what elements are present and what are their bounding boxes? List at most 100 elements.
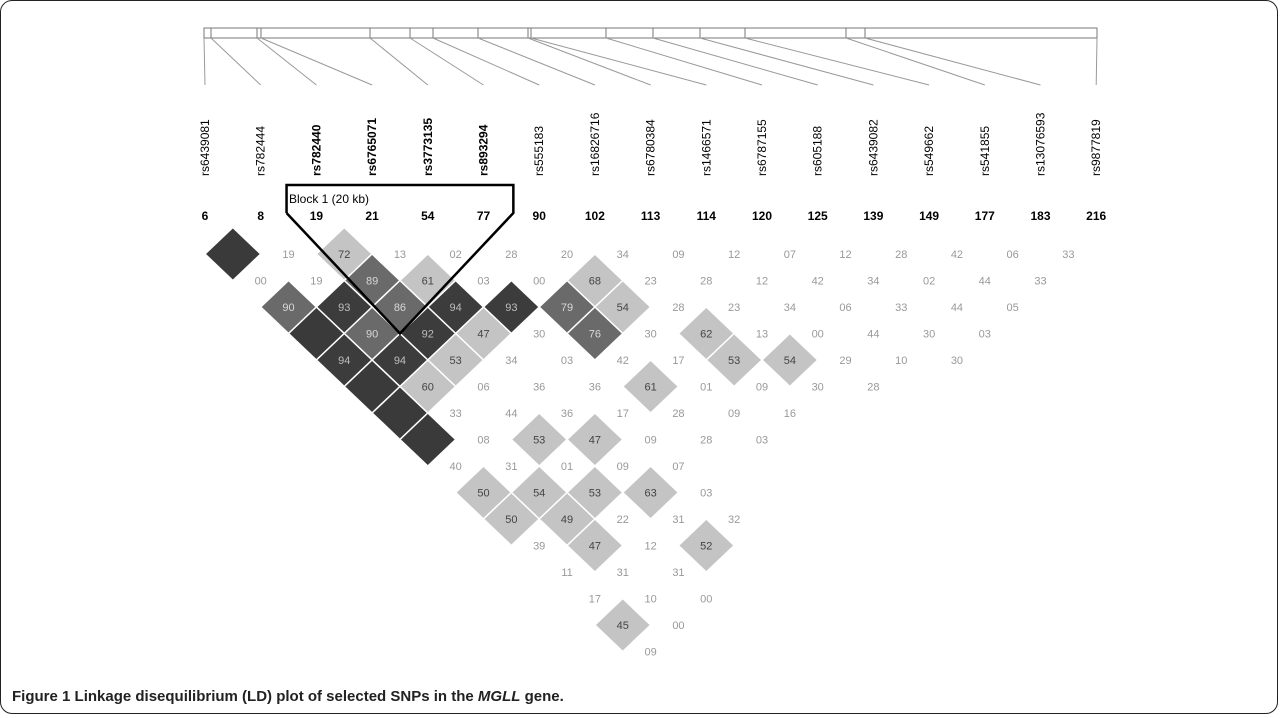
- ld-cell-11-16-value: 10: [895, 355, 907, 367]
- ld-cell-11-15-value: 44: [867, 329, 879, 341]
- haplotype-block-1: Block 1 (20 kb): [285, 183, 515, 336]
- ld-cell-8-10-value: 23: [644, 276, 656, 288]
- ld-cell-4-14-value: 63: [644, 488, 656, 500]
- snp-connector-line: [260, 37, 373, 86]
- snp-name-rs541855: rs541855: [978, 126, 992, 176]
- ld-cell-3-17-value: 00: [700, 594, 712, 606]
- ld-cell-10-12-value: 12: [756, 276, 768, 288]
- ld-cell-2-4-value: 19: [310, 276, 322, 288]
- ld-cell-6-14-value: 28: [700, 435, 712, 447]
- ld-cell-1-12: [482, 491, 541, 547]
- ld-cell-5-15-value: 03: [700, 488, 712, 500]
- ld-cell-4-7-value: 94: [450, 302, 462, 314]
- snp-name-rs13076593: rs13076593: [1034, 112, 1048, 176]
- figure-caption: Figure 1 Linkage disequilibrium (LD) plo…: [12, 688, 564, 705]
- ld-cell-7-15-value: 03: [756, 435, 768, 447]
- ld-cell-2-9-value: 33: [450, 408, 462, 420]
- ld-cell-3-12-value: 01: [561, 461, 573, 473]
- ld-cell-15-17-value: 33: [1034, 276, 1046, 288]
- snp-connector-line: [699, 37, 874, 86]
- ld-cell-2-7-value: 94: [394, 355, 406, 367]
- ld-cell-2-14: [565, 517, 624, 574]
- ld-cell-8-11-value: 28: [672, 302, 684, 314]
- ld-cell-11-13-value: 42: [812, 276, 824, 288]
- snp-position-6: 77: [477, 209, 491, 223]
- ld-cell-3-16-value: 31: [672, 567, 684, 579]
- ld-cell-5-9-value: 30: [533, 329, 545, 341]
- ld-cell-2-16-value: 10: [644, 594, 656, 606]
- snp-position-11: 120: [752, 209, 772, 223]
- ld-cell-3-6-value: 86: [394, 302, 406, 314]
- snp-position-14: 149: [919, 209, 939, 223]
- snp-position-17: 216: [1086, 209, 1106, 223]
- ld-cell-5-8-value: 93: [505, 302, 517, 314]
- ld-cell-8-12-value: 62: [700, 329, 712, 341]
- snp-connector-line: [369, 37, 429, 86]
- ld-cell-6-10-value: 76: [589, 329, 601, 341]
- ld-cell-15-16-value: 06: [1007, 249, 1019, 261]
- snp-name-rs16826716: rs16826716: [588, 112, 602, 176]
- ld-cell-13-15-value: 02: [923, 276, 935, 288]
- ld-cell-7-14-value: 09: [728, 408, 740, 420]
- snp-connector-line: [210, 37, 262, 86]
- ld-cell-1-10-value: 40: [450, 461, 462, 473]
- snp-name-rs782440: rs782440: [309, 124, 323, 176]
- snp-name-rs6439082: rs6439082: [866, 119, 880, 176]
- ld-cell-7-13-value: 01: [700, 382, 712, 394]
- ld-cell-12-16-value: 30: [923, 329, 935, 341]
- ld-cell-2-12-value: 54: [533, 488, 545, 500]
- ld-cell-3-14-value: 22: [617, 514, 629, 526]
- snp-connector-line: [203, 37, 206, 86]
- ld-cell-5-11-value: 36: [589, 382, 601, 394]
- ld-cell-12-13-value: 12: [839, 249, 851, 261]
- snp-position-3: 19: [310, 209, 324, 223]
- snp-connector-line: [256, 37, 317, 86]
- snp-name-rs6780384: rs6780384: [644, 119, 658, 176]
- ld-cell-2-8-value: 60: [422, 382, 434, 394]
- ld-cell-12-14-value: 34: [867, 276, 879, 288]
- ld-cell-6-10: [565, 305, 624, 362]
- ld-cell-2-5-value: 93: [338, 302, 350, 314]
- ld-cell-6-11-value: 42: [617, 355, 629, 367]
- ld-cell-8-13-value: 53: [728, 355, 740, 367]
- ld-cell-5-16-value: 32: [728, 514, 740, 526]
- ld-cell-1-14-value: 11: [561, 567, 572, 579]
- ld-cell-3-9-value: 06: [477, 382, 489, 394]
- ld-cell-4-13-value: 09: [617, 461, 629, 473]
- ld-cell-1-6-value: 94: [338, 355, 350, 367]
- ld-cell-3-11-value: 53: [533, 435, 545, 447]
- ld-cell-5-13-value: 09: [644, 435, 656, 447]
- snp-position-13: 139: [863, 209, 883, 223]
- snp-connector-line: [652, 37, 818, 86]
- ld-cell-12-15-value: 33: [895, 302, 907, 314]
- ld-cell-4-6-value: 61: [422, 276, 434, 288]
- caption-text-before: Linkage disequilibrium (LD) plot of sele…: [70, 688, 478, 705]
- snp-name-rs6787155: rs6787155: [755, 119, 769, 176]
- ld-cell-3-4-value: 72: [338, 249, 350, 261]
- ld-cell-10-14-value: 00: [812, 329, 824, 341]
- ld-cell-3-13-value: 53: [589, 488, 601, 500]
- ld-cell-7-8-value: 20: [561, 249, 573, 261]
- ld-cell-3-7-value: 92: [422, 329, 434, 341]
- ld-cell-9-13-value: 13: [756, 329, 768, 341]
- ld-cell-6-13-value: 28: [672, 408, 684, 420]
- ld-cell-2-15-value: 31: [617, 567, 629, 579]
- snp-position-labels: 6 8 19 21 54 77 90 102 113 114 120 125 139 149 177 183 2…: [202, 209, 1107, 223]
- ld-cell-9-11-value: 28: [700, 276, 712, 288]
- ld-cell-3-5-value: 89: [366, 276, 378, 288]
- snp-position-2: 8: [257, 209, 264, 223]
- ld-cell-2-17-value: 00: [672, 620, 684, 632]
- snp-position-1: 6: [202, 209, 209, 223]
- ld-cell-10-15-value: 29: [839, 355, 851, 367]
- caption-text-after: gene.: [520, 688, 564, 705]
- ld-cell-1-3-value: 00: [255, 276, 267, 288]
- caption-label: Figure 1: [12, 688, 71, 705]
- ld-cell-2-13-value: 49: [561, 514, 573, 526]
- ruler-bar: [203, 27, 1098, 39]
- ld-cell-7-10-value: 54: [617, 302, 629, 314]
- ld-cell-3-10-value: 44: [505, 408, 517, 420]
- caption-gene: MGLL: [477, 688, 521, 705]
- snp-connector-line: [605, 37, 763, 86]
